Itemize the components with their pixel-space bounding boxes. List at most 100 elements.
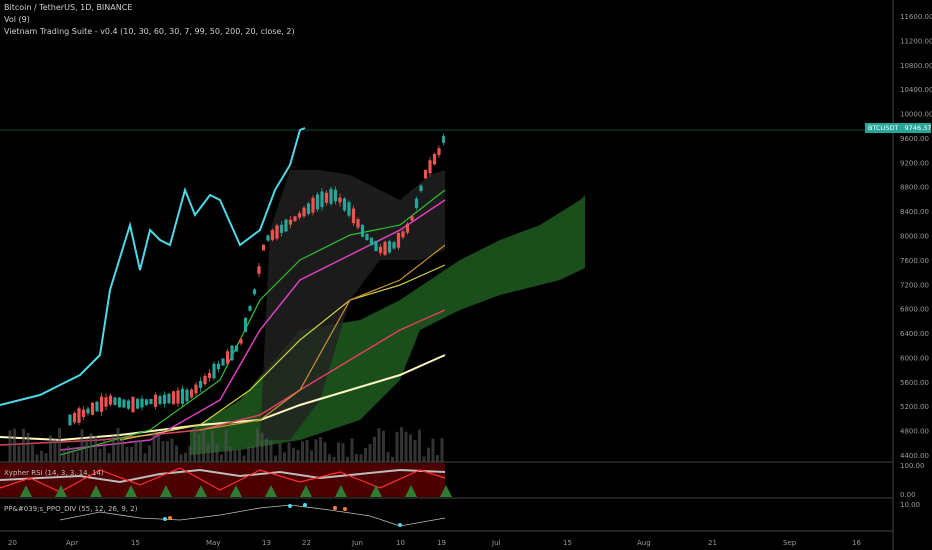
ppo-tick-label: 10.00 bbox=[900, 501, 920, 509]
volume-bar bbox=[296, 449, 300, 462]
volume-bar bbox=[184, 452, 187, 462]
rsi-marker bbox=[125, 485, 137, 497]
rsi-background bbox=[0, 463, 445, 497]
candle-body bbox=[117, 397, 122, 408]
candle-body bbox=[99, 396, 104, 412]
volume-bar bbox=[26, 432, 30, 462]
y-tick-label: 9600.00 bbox=[900, 135, 929, 143]
volume-bar bbox=[346, 456, 349, 462]
candle-body bbox=[270, 230, 275, 240]
candle-body bbox=[185, 389, 189, 402]
volume-bar bbox=[206, 443, 210, 462]
volume-bar bbox=[197, 434, 201, 462]
volume-bar bbox=[386, 451, 390, 462]
volume-bar bbox=[368, 444, 372, 462]
volume-bar bbox=[8, 430, 12, 462]
rsi-tick-label: 100.00 bbox=[900, 462, 925, 470]
rsi-marker bbox=[160, 485, 172, 497]
volume-bar bbox=[40, 450, 43, 462]
volume-bar bbox=[112, 435, 115, 462]
candle-body bbox=[216, 363, 221, 370]
candle-body bbox=[432, 153, 437, 165]
volume-bar bbox=[202, 429, 205, 462]
candle-body bbox=[293, 216, 297, 222]
candle-body bbox=[180, 388, 185, 404]
x-tick-label: Jul bbox=[491, 539, 501, 547]
candle-body bbox=[342, 198, 347, 211]
volume-bar bbox=[13, 428, 16, 462]
candle-body bbox=[243, 317, 248, 332]
volume-bar bbox=[121, 438, 124, 462]
candle-body bbox=[297, 213, 302, 218]
volume-bar bbox=[67, 446, 70, 462]
ma-30-line bbox=[59, 189, 446, 456]
rsi-marker bbox=[370, 485, 382, 497]
rsi-label: Xypher RSI (14, 3, 3, 14, 14) bbox=[4, 469, 104, 477]
volume-bar bbox=[157, 434, 160, 462]
volume-bar bbox=[94, 435, 97, 462]
candle-body bbox=[194, 384, 198, 394]
candle-body bbox=[113, 397, 117, 405]
candle-body bbox=[333, 189, 338, 202]
x-tick-label: 21 bbox=[708, 539, 717, 547]
volume-bar bbox=[319, 437, 322, 462]
y-tick-label: 5600.00 bbox=[900, 379, 929, 387]
rsi-marker bbox=[265, 485, 277, 497]
candle-body bbox=[171, 391, 176, 405]
volume-bar bbox=[107, 453, 111, 462]
y-tick-label: 6800.00 bbox=[900, 306, 929, 314]
volume-bar bbox=[58, 428, 61, 462]
volume-bar bbox=[139, 439, 142, 462]
ma-50-line bbox=[59, 199, 446, 451]
volume-bar bbox=[224, 430, 228, 462]
volume-bar bbox=[278, 443, 282, 462]
volume-bar bbox=[116, 428, 120, 462]
candle-body bbox=[414, 198, 419, 209]
candle-body bbox=[167, 393, 171, 404]
y-tick-label: 6400.00 bbox=[900, 330, 929, 338]
candle-body bbox=[369, 237, 374, 246]
rsi-marker bbox=[335, 485, 347, 497]
rsi-marker bbox=[300, 485, 312, 497]
last-price-tag: BTCUSDT 9746.37 bbox=[865, 123, 931, 133]
volume-bar bbox=[395, 431, 399, 462]
x-tick-label: 22 bbox=[302, 539, 311, 547]
volume-bar bbox=[98, 448, 102, 462]
candle-body bbox=[122, 399, 126, 408]
candle-body bbox=[203, 375, 207, 385]
x-tick-label: May bbox=[206, 539, 220, 547]
volume-bar bbox=[292, 447, 295, 462]
volume-bar bbox=[305, 439, 309, 462]
volume-bar bbox=[404, 431, 408, 462]
candle-body bbox=[140, 398, 144, 408]
volume-bar bbox=[238, 449, 241, 462]
volume-bar bbox=[166, 441, 169, 462]
candle-body bbox=[72, 413, 77, 423]
rsi-marker bbox=[195, 485, 207, 497]
x-tick-label: 15 bbox=[563, 539, 572, 547]
volume-bar bbox=[170, 438, 174, 462]
volume-bar bbox=[314, 439, 318, 462]
y-tick-label: 10400.00 bbox=[900, 86, 932, 94]
volume-bar bbox=[247, 446, 250, 462]
volume-bar bbox=[44, 452, 48, 462]
y-tick-label: 9200.00 bbox=[900, 159, 929, 167]
price-tag-symbol: BTCUSDT bbox=[868, 124, 899, 132]
volume-bar bbox=[179, 454, 183, 462]
rsi-marker bbox=[55, 485, 67, 497]
candle-body bbox=[356, 219, 360, 228]
x-tick-label: 10 bbox=[396, 539, 405, 547]
volume-bar bbox=[377, 428, 381, 462]
candle-body bbox=[239, 339, 243, 344]
volume-bar bbox=[152, 432, 156, 462]
candle-body bbox=[234, 345, 239, 352]
ppo-divergence-dot bbox=[163, 517, 167, 521]
ppo-divergence-dot bbox=[168, 516, 172, 520]
volume-bar bbox=[332, 456, 336, 462]
volume-bar bbox=[35, 454, 39, 462]
candle-body bbox=[158, 396, 162, 404]
candle-body bbox=[189, 389, 194, 398]
volume-bar bbox=[125, 446, 129, 462]
candle-body bbox=[257, 266, 261, 274]
